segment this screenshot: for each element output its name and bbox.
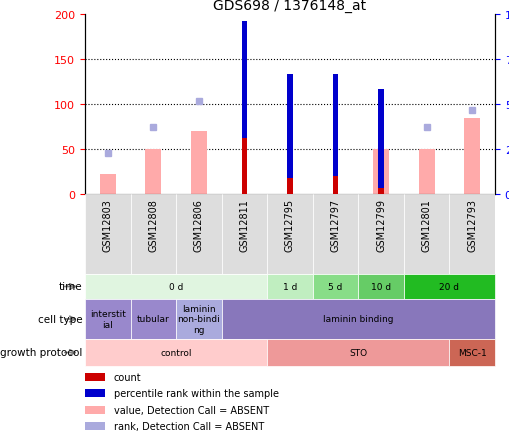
Bar bbox=[241, 22, 247, 194]
Bar bbox=[85, 339, 267, 366]
Text: GSM12803: GSM12803 bbox=[103, 198, 112, 251]
Bar bbox=[267, 339, 448, 366]
Text: time: time bbox=[59, 282, 82, 292]
Bar bbox=[85, 373, 105, 381]
Bar bbox=[85, 274, 267, 299]
Text: tubular: tubular bbox=[137, 315, 169, 324]
Bar bbox=[85, 389, 105, 398]
Bar bbox=[373, 150, 388, 194]
Bar bbox=[312, 274, 358, 299]
Bar bbox=[378, 89, 383, 194]
Bar bbox=[403, 274, 494, 299]
Text: GSM12799: GSM12799 bbox=[375, 198, 385, 251]
Text: GSM12797: GSM12797 bbox=[330, 198, 340, 252]
Text: value, Detection Call = ABSENT: value, Detection Call = ABSENT bbox=[114, 404, 268, 414]
Bar bbox=[287, 75, 292, 178]
Bar bbox=[463, 118, 479, 194]
Text: count: count bbox=[114, 372, 141, 382]
Text: laminin binding: laminin binding bbox=[322, 315, 393, 324]
Title: GDS698 / 1376148_at: GDS698 / 1376148_at bbox=[213, 0, 366, 13]
Text: GSM12793: GSM12793 bbox=[466, 198, 476, 251]
Text: rank, Detection Call = ABSENT: rank, Detection Call = ABSENT bbox=[114, 421, 264, 431]
Text: percentile rank within the sample: percentile rank within the sample bbox=[114, 388, 278, 398]
Text: GSM12795: GSM12795 bbox=[285, 198, 294, 252]
Text: 1 d: 1 d bbox=[282, 283, 297, 291]
Bar bbox=[85, 406, 105, 414]
Bar bbox=[332, 75, 337, 177]
Text: cell type: cell type bbox=[38, 314, 82, 324]
Text: 5 d: 5 d bbox=[328, 283, 342, 291]
Bar bbox=[145, 150, 161, 194]
Text: MSC-1: MSC-1 bbox=[457, 348, 486, 357]
Text: control: control bbox=[160, 348, 191, 357]
Bar bbox=[448, 339, 494, 366]
Text: GSM12806: GSM12806 bbox=[193, 198, 204, 251]
Bar bbox=[378, 89, 383, 188]
Bar bbox=[190, 132, 207, 194]
Bar bbox=[358, 194, 403, 274]
Bar bbox=[100, 175, 116, 194]
Bar bbox=[312, 194, 358, 274]
Bar bbox=[418, 150, 434, 194]
Bar bbox=[403, 194, 448, 274]
Text: 0 d: 0 d bbox=[168, 283, 183, 291]
Bar bbox=[176, 299, 221, 339]
Bar bbox=[221, 299, 494, 339]
Bar bbox=[85, 194, 130, 274]
Text: laminin
non-bindi
ng: laminin non-bindi ng bbox=[177, 304, 220, 334]
Text: 20 d: 20 d bbox=[439, 283, 459, 291]
Bar bbox=[332, 75, 337, 194]
Bar bbox=[448, 194, 494, 274]
Bar bbox=[85, 422, 105, 430]
Text: GSM12808: GSM12808 bbox=[148, 198, 158, 251]
Text: GSM12811: GSM12811 bbox=[239, 198, 249, 251]
Text: GSM12801: GSM12801 bbox=[421, 198, 431, 251]
Bar bbox=[358, 274, 403, 299]
Text: growth protocol: growth protocol bbox=[0, 348, 82, 358]
Bar bbox=[130, 299, 176, 339]
Text: interstit
ial: interstit ial bbox=[90, 309, 126, 329]
Bar bbox=[287, 75, 292, 194]
Bar bbox=[176, 194, 221, 274]
Bar bbox=[241, 22, 247, 139]
Bar bbox=[267, 274, 312, 299]
Text: 10 d: 10 d bbox=[371, 283, 390, 291]
Bar bbox=[130, 194, 176, 274]
Bar bbox=[267, 194, 312, 274]
Text: STO: STO bbox=[349, 348, 366, 357]
Bar bbox=[221, 194, 267, 274]
Bar bbox=[85, 299, 130, 339]
